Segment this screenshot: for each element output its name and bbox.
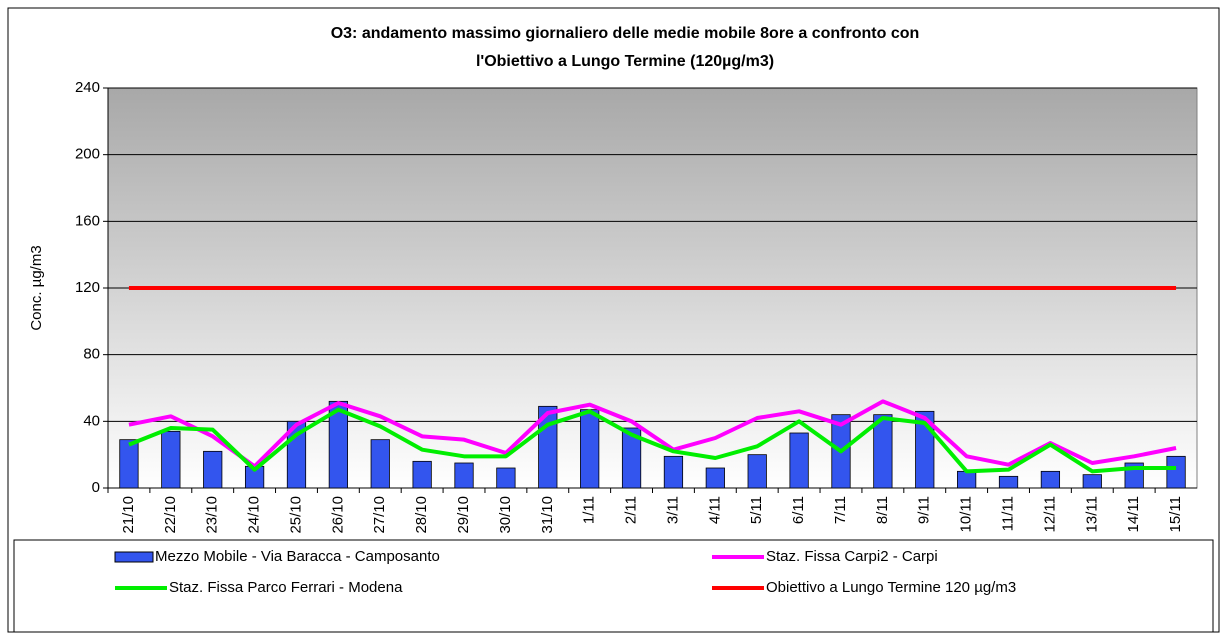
x-tick-label: 31/10: [539, 496, 556, 534]
x-tick-label: 25/10: [287, 496, 304, 534]
bar: [1040, 470, 1061, 489]
y-tick-label: 80: [83, 346, 100, 363]
y-tick-label: 200: [75, 146, 100, 163]
legend-swatch: [114, 551, 154, 563]
x-tick-label: 22/10: [162, 496, 179, 534]
x-tick-label: 14/11: [1125, 496, 1142, 532]
bar: [1166, 455, 1186, 489]
x-tick-label: 7/11: [832, 496, 849, 524]
x-tick-label: 3/11: [664, 496, 681, 524]
bar: [621, 427, 642, 489]
line: [128, 407, 1177, 474]
line: [128, 399, 1177, 469]
y-tick-label: 160: [75, 212, 100, 229]
bar: [119, 439, 139, 489]
legend-label: Staz. Fissa Parco Ferrari - Modena: [169, 579, 403, 596]
x-tick-label: 5/11: [748, 496, 765, 524]
x-tick-label: 2/11: [623, 496, 640, 524]
y-axis-label: Conc. µg/m3: [28, 245, 45, 330]
x-tick-label: 1/11: [581, 496, 598, 524]
bar: [580, 409, 600, 489]
bar: [161, 430, 181, 489]
x-tick-label: 10/11: [958, 496, 975, 532]
bar: [789, 432, 809, 489]
x-tick-label: 4/11: [706, 496, 723, 524]
bar: [873, 414, 893, 489]
legend: [13, 539, 1214, 633]
x-tick-label: 15/11: [1167, 496, 1184, 532]
x-tick-label: 9/11: [916, 496, 933, 524]
y-tick-label: 0: [92, 479, 100, 496]
x-tick-label: 30/10: [497, 496, 514, 534]
x-tick-label: 29/10: [455, 496, 472, 534]
x-tick-label: 12/11: [1041, 496, 1058, 532]
bar: [747, 454, 767, 489]
x-tick-label: 8/11: [874, 496, 891, 524]
bar: [496, 467, 516, 489]
x-tick-label: 26/10: [329, 496, 346, 534]
x-tick-label: 27/10: [371, 496, 388, 534]
x-tick-label: 21/10: [120, 496, 137, 534]
legend-label: Staz. Fissa Carpi2 - Carpi: [766, 548, 938, 565]
legend-label: Mezzo Mobile - Via Baracca - Camposanto: [155, 548, 440, 565]
x-tick-label: 23/10: [204, 496, 221, 534]
x-tick-label: 28/10: [413, 496, 430, 534]
bar: [1082, 474, 1102, 489]
y-tick-label: 240: [75, 79, 100, 96]
bar: [957, 470, 977, 489]
bar: [203, 450, 223, 489]
bar: [705, 467, 725, 489]
chart-title: l'Obiettivo a Lungo Termine (120µg/m3): [476, 53, 774, 70]
x-tick-label: 11/11: [999, 496, 1016, 531]
bar: [663, 455, 684, 489]
bar: [412, 460, 432, 489]
bar: [370, 439, 390, 489]
bar: [998, 475, 1019, 489]
x-tick-label: 6/11: [790, 496, 807, 524]
chart-title: O3: andamento massimo giornaliero delle …: [331, 25, 920, 42]
x-tick-label: 13/11: [1083, 496, 1100, 532]
legend-label: Obiettivo a Lungo Termine 120 µg/m3: [766, 579, 1016, 596]
y-tick-label: 120: [75, 279, 100, 296]
y-tick-label: 40: [83, 412, 100, 429]
x-tick-label: 24/10: [246, 496, 263, 534]
bar: [454, 462, 474, 489]
